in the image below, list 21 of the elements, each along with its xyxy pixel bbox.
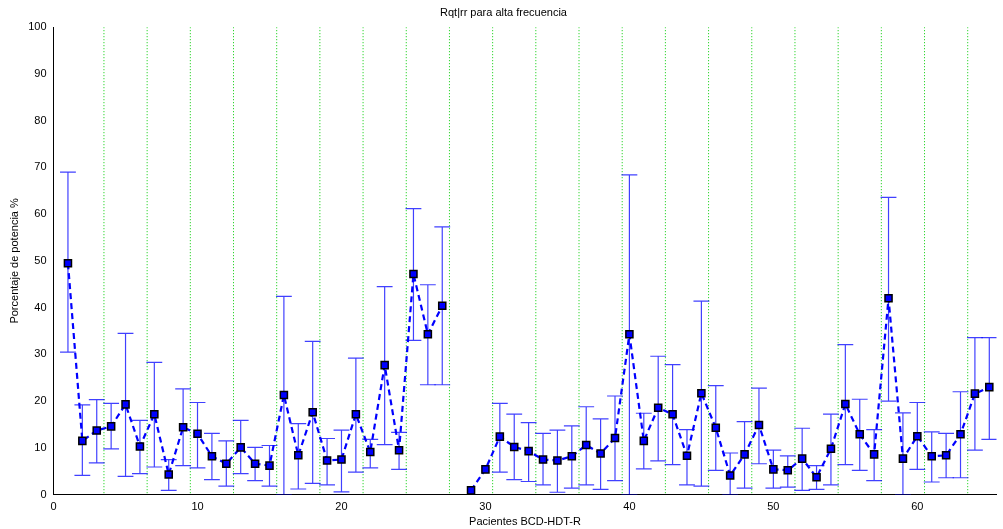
y-tick-label: 10	[34, 440, 47, 453]
chart-title: Rqt|rr para alta frecuencia	[440, 5, 568, 18]
x-tick-label: 10	[191, 500, 204, 513]
x-tick-label: 40	[623, 500, 636, 513]
y-tick-label: 50	[34, 253, 47, 266]
x-tick-label: 50	[767, 500, 780, 513]
y-tick-label: 90	[34, 66, 47, 79]
y-tick-label: 100	[28, 20, 47, 33]
y-axis-title: Porcentaje de potencia %	[7, 198, 20, 324]
x-tick-label: 0	[50, 500, 57, 513]
y-tick-label: 30	[34, 347, 47, 360]
x-tick-label: 20	[335, 500, 348, 513]
x-axis-title: Pacientes BCD-HDT-R	[469, 515, 582, 528]
y-tick-label: 20	[34, 394, 47, 407]
x-tick-label: 30	[479, 500, 492, 513]
x-tick-label: 60	[911, 500, 924, 513]
y-tick-label: 60	[34, 207, 47, 220]
y-tick-label: 80	[34, 113, 47, 126]
y-tick-label: 70	[34, 160, 47, 173]
y-tick-label: 40	[34, 300, 47, 313]
y-tick-label: 0	[40, 487, 47, 500]
